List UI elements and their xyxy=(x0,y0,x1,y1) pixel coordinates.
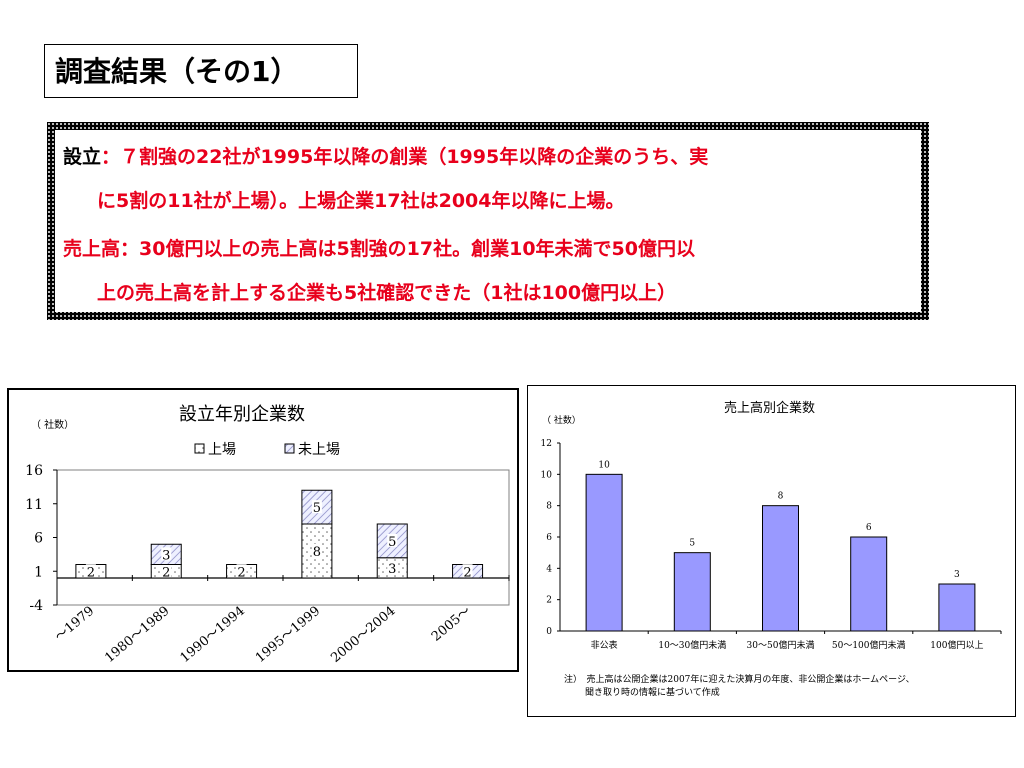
chart1-title: 設立年別企業数 xyxy=(179,404,305,425)
chart2-category-label: 50～100億円未満 xyxy=(832,639,906,651)
chart1-data-label: 2 xyxy=(237,565,245,580)
chart2-bar xyxy=(762,505,799,632)
chart1-data-label: 3 xyxy=(388,562,396,577)
summary-content: 設立：７割強の22社が1995年以降の創業（1995年以降の企業のうち、実 に5… xyxy=(55,130,921,312)
summary-text-founding: ：７割強の22社が1995年以降の創業（1995年以降の企業のうち、実 xyxy=(101,146,709,168)
legend-label-unlisted: 未上場 xyxy=(298,442,340,458)
chart2-bar xyxy=(938,583,976,632)
chart2-bar xyxy=(850,536,888,632)
summary-line-2: に5割の11社が上場）。上場企業17社は2004年以降に上場。 xyxy=(97,190,625,212)
chart1-data-label: 2 xyxy=(162,565,170,580)
chart2-data-label: 6 xyxy=(866,523,872,533)
chart1-category-label: 1995～1999 xyxy=(253,604,323,666)
chart2-note-line1: 注） 売上高は公開企業は2007年に迎えた決算月の年度、非公開企業はホームページ… xyxy=(564,673,915,685)
chart2-title: 売上高別企業数 xyxy=(724,400,815,416)
chart1-bar-segment xyxy=(376,523,408,559)
chart1-legend: 上場 未上場 xyxy=(194,442,340,458)
chart2-category-label: 非公表 xyxy=(591,639,618,651)
chart2-ytick-label: 12 xyxy=(541,439,552,449)
chart1-data-label-bg xyxy=(387,533,398,547)
page-title: 調査結果（その1） xyxy=(44,44,358,98)
summary-box: 設立：７割強の22社が1995年以降の創業（1995年以降の企業のうち、実 に5… xyxy=(47,122,929,320)
chart2-bar xyxy=(673,552,711,632)
chart2-ytick-label: 8 xyxy=(546,502,552,512)
chart1-data-label-bg xyxy=(311,544,322,557)
chart1-category-label: 1980～1989 xyxy=(102,604,172,666)
chart2-note-line2: 聞き取り時の情報に基づいて作成 xyxy=(585,686,720,698)
chart2-ytick-label: 6 xyxy=(546,533,552,543)
chart2-ylabel: （ 社数） xyxy=(542,414,581,426)
revenue-chart-svg: 売上高別企業数 （ 社数） 0 2 4 6 8 10 12 10 5 8 6 3 非公表 10～30億… xyxy=(541,400,1002,698)
chart1-ytick-label: 16 xyxy=(25,463,43,479)
summary-line-3: 売上高：30億円以上の売上高は5割強の17社。創業10年未満で50億円以 xyxy=(63,238,695,260)
legend-swatch-unlisted xyxy=(284,443,295,454)
legend-label-listed: 上場 xyxy=(208,442,236,458)
chart1-ytick-label: 11 xyxy=(25,497,43,513)
legend-swatch-listed xyxy=(194,443,205,454)
chart1-ytick-label: 6 xyxy=(34,531,43,547)
chart1-data-label-bg xyxy=(85,564,96,578)
chart2-data-label: 3 xyxy=(954,570,960,580)
chart1-data-label: 8 xyxy=(313,545,321,560)
chart1-plot-area xyxy=(56,469,510,606)
chart1-data-label-bg xyxy=(462,564,473,578)
chart1-data-label: 2 xyxy=(463,565,471,580)
chart1-data-label-bg xyxy=(311,500,322,514)
chart2-category-label: 30～50億円未満 xyxy=(747,639,815,651)
chart1-data-label-bg xyxy=(387,560,398,574)
summary-line-1: 設立：７割強の22社が1995年以降の創業（1995年以降の企業のうち、実 xyxy=(63,142,708,169)
chart2-ytick-label: 0 xyxy=(546,627,552,637)
chart1-data-label-bg xyxy=(161,547,172,561)
chart1-data-label: 3 xyxy=(162,548,170,563)
chart1-data-label-bg xyxy=(161,564,172,578)
chart1-category-label: 1990～1994 xyxy=(178,604,248,666)
chart1-data-label-bg xyxy=(236,564,247,578)
chart2-category-label: 10～30億円未満 xyxy=(658,639,726,651)
chart1-ylabel: （ 社数） xyxy=(31,418,74,431)
chart2-ytick-label: 10 xyxy=(541,470,553,480)
chart1-data-label: 2 xyxy=(87,565,95,580)
chart2-data-label: 8 xyxy=(778,492,784,502)
chart1-category-label: 2005～ xyxy=(429,604,474,645)
summary-label-founding: 設立 xyxy=(63,146,102,168)
chart2-ytick-label: 4 xyxy=(546,564,552,574)
summary-line-4: 上の売上高を計上する企業も5社確認できた（1社は100億円以上） xyxy=(97,282,677,304)
chart2-data-label: 10 xyxy=(598,460,610,470)
chart1-category-label: 2000～2004 xyxy=(328,604,398,666)
revenue-chart: 売上高別企業数 （ 社数） 0 2 4 6 8 10 12 10 5 8 6 3 非公表 10～30億… xyxy=(527,385,1016,717)
chart2-data-label: 5 xyxy=(689,539,695,549)
chart2-ytick-label: 2 xyxy=(546,596,552,606)
chart1-data-label: 5 xyxy=(388,535,396,550)
chart1-data-label: 5 xyxy=(313,501,321,516)
chart2-bar xyxy=(585,473,623,632)
chart1-category-label: ～1979 xyxy=(52,604,97,645)
chart1-ytick-label: -4 xyxy=(29,598,43,614)
chart1-ytick-label: 1 xyxy=(34,564,43,580)
chart2-category-label: 100億円以上 xyxy=(930,639,983,651)
